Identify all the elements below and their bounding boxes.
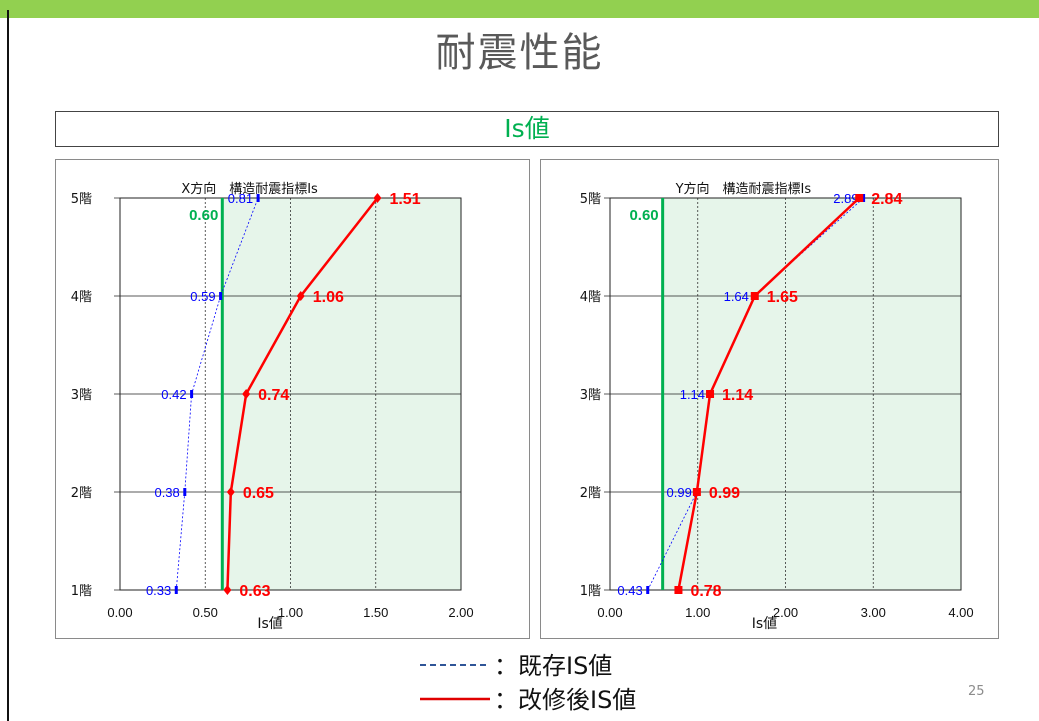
threshold-label: 0.60 — [189, 207, 218, 224]
existing-value-label: 1.64 — [724, 289, 749, 304]
slide-edge-top — [7, 10, 9, 18]
slide-title: 耐震性能 — [435, 30, 604, 76]
is-value-banner: Is値 — [55, 111, 999, 147]
existing-value-label: 0.99 — [667, 485, 692, 500]
x-tick-label: 0.00 — [597, 605, 622, 620]
retrofit-value-label: 1.14 — [722, 387, 753, 404]
retrofit-value-label: 1.65 — [767, 289, 798, 306]
threshold-label: 0.60 — [629, 207, 658, 224]
existing-value-label: 0.38 — [154, 485, 179, 500]
floor-label: 5階 — [580, 192, 601, 207]
floor-label: 1階 — [580, 584, 601, 599]
chart-title: Y方向 構造耐震指標Is — [675, 181, 812, 197]
retrofit-point-marker — [674, 586, 683, 594]
existing-point-marker — [862, 194, 866, 202]
plot-area-border — [119, 197, 462, 591]
floor-label: 4階 — [71, 290, 92, 305]
retrofit-point-marker — [242, 389, 251, 399]
chart-y-direction: 0.60 1階 2階 3階 4階 5階 0.00 1.00 2.00 3.00 4.00 Is値 Y方向… — [580, 181, 974, 632]
x-tick-label: 2.00 — [773, 605, 798, 620]
x-tick-label: 2.00 — [448, 605, 473, 620]
x-tick-label: 0.50 — [193, 605, 218, 620]
retrofit-point-marker — [223, 585, 232, 595]
existing-value-label: 0.33 — [146, 583, 171, 598]
existing-point-marker — [183, 488, 187, 496]
retrofit-value-label: 0.99 — [709, 485, 740, 502]
existing-point-marker — [219, 292, 223, 300]
existing-value-label: 0.42 — [161, 387, 186, 402]
slide-edge-left — [7, 18, 9, 721]
floor-label: 5階 — [71, 192, 92, 207]
x-tick-label: 1.50 — [363, 605, 388, 620]
retrofit-point-marker — [373, 193, 382, 203]
chart-title: X方向 構造耐震指標Is — [181, 181, 318, 197]
legend-solid-line-icon — [420, 697, 490, 701]
page-number: 25 — [968, 684, 985, 699]
existing-point-marker — [190, 390, 194, 398]
existing-point-marker — [646, 586, 650, 594]
header-accent-bar — [0, 0, 1039, 18]
x-tick-label: 1.00 — [278, 605, 303, 620]
x-axis-label: Is値 — [257, 616, 282, 632]
x-tick-label: 1.00 — [685, 605, 710, 620]
existing-value-label: 2.89 — [833, 191, 858, 206]
x-axis-label: Is値 — [752, 616, 777, 632]
legend-dashed-line-icon — [420, 664, 490, 666]
floor-label: 2階 — [580, 486, 601, 501]
retrofit-point-marker — [855, 194, 864, 202]
retrofit-value-label: 1.06 — [313, 289, 344, 306]
existing-value-label: 0.81 — [228, 191, 253, 206]
retrofit-point-marker — [692, 488, 701, 496]
existing-value-label: 0.59 — [190, 289, 215, 304]
existing-value-label: 0.43 — [617, 583, 642, 598]
chart-panel-y-direction: 0.60 1階 2階 3階 4階 5階 0.00 1.00 2.00 3.00 4.00 Is値 Y方向… — [540, 159, 999, 639]
retrofit-point-marker — [226, 487, 235, 497]
x-tick-label: 0.00 — [107, 605, 132, 620]
retrofit-value-label: 0.74 — [258, 387, 289, 404]
retrofit-point-marker — [750, 292, 759, 300]
retrofit-point-marker — [706, 390, 715, 398]
existing-point-marker — [256, 194, 260, 202]
x-tick-label: 3.00 — [861, 605, 886, 620]
legend-retrofit-label: ：改修後IS値 — [494, 686, 637, 714]
floor-label: 3階 — [580, 388, 601, 403]
floor-label: 2階 — [71, 486, 92, 501]
floor-label: 1階 — [71, 584, 92, 599]
floor-label: 4階 — [580, 290, 601, 305]
legend: ：既存IS値 ：改修後IS値 — [420, 648, 740, 718]
retrofit-value-label: 0.78 — [690, 583, 721, 600]
legend-existing-label: ：既存IS値 — [494, 652, 613, 680]
chart-panel-x-direction: 0.60 1階 2階 3階 4階 5階 0.00 0.50 1.00 1.50 2.00 Is値 X方向… — [55, 159, 530, 639]
plot-area-border — [609, 197, 962, 591]
retrofit-value-label: 0.65 — [243, 485, 274, 502]
x-tick-label: 4.00 — [948, 605, 973, 620]
retrofit-point-marker — [296, 291, 305, 301]
chart-x-direction: 0.60 1階 2階 3階 4階 5階 0.00 0.50 1.00 1.50 2.00 Is値 X方向… — [71, 181, 474, 632]
existing-value-label: 1.14 — [680, 387, 705, 402]
floor-label: 3階 — [71, 388, 92, 403]
retrofit-value-label: 1.51 — [389, 191, 420, 208]
retrofit-value-label: 2.84 — [871, 191, 902, 208]
retrofit-value-label: 0.63 — [239, 583, 270, 600]
existing-point-marker — [174, 586, 178, 594]
